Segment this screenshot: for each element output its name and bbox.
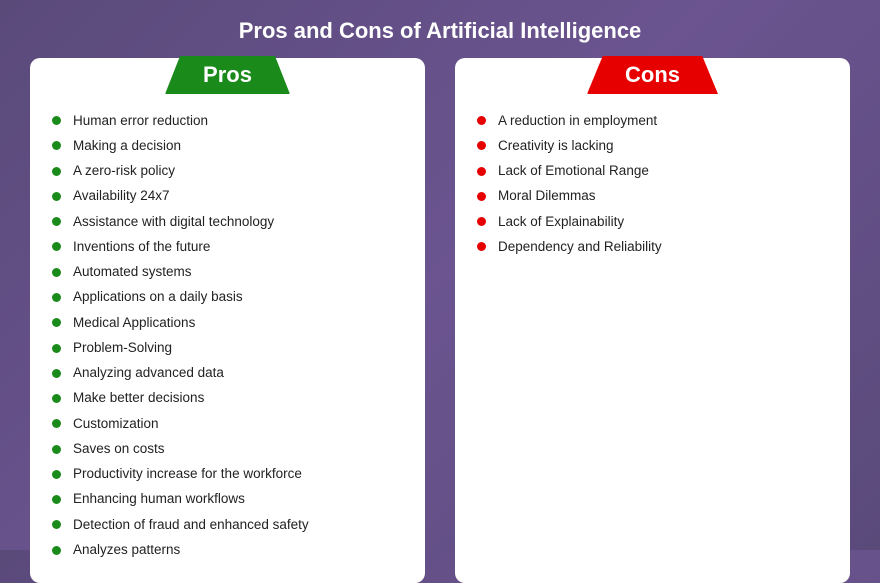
bullet-icon	[52, 520, 61, 529]
list-item: Problem-Solving	[52, 335, 403, 360]
list-item: Human error reduction	[52, 108, 403, 133]
list-item-text: Analyzes patterns	[73, 539, 180, 561]
pros-tab: Pros	[165, 56, 290, 94]
cons-tab: Cons	[587, 56, 718, 94]
list-item: Lack of Emotional Range	[477, 159, 828, 184]
list-item-text: Saves on costs	[73, 438, 165, 460]
list-item: A reduction in employment	[477, 108, 828, 133]
bullet-icon	[52, 268, 61, 277]
cons-card: Cons A reduction in employment Creativit…	[455, 58, 850, 583]
list-item-text: Automated systems	[73, 261, 192, 283]
pros-card: Pros Human error reduction Making a deci…	[30, 58, 425, 583]
list-item-text: Medical Applications	[73, 312, 195, 334]
list-item: Make better decisions	[52, 386, 403, 411]
list-item-text: Analyzing advanced data	[73, 362, 224, 384]
list-item: Productivity increase for the workforce	[52, 462, 403, 487]
bullet-icon	[52, 192, 61, 201]
bullet-icon	[52, 419, 61, 428]
list-item-text: Enhancing human workflows	[73, 488, 245, 510]
bullet-icon	[477, 167, 486, 176]
list-item: Availability 24x7	[52, 184, 403, 209]
list-item-text: Problem-Solving	[73, 337, 172, 359]
list-item-text: Inventions of the future	[73, 236, 210, 258]
list-item: Lack of Explainability	[477, 209, 828, 234]
list-item-text: A reduction in employment	[498, 110, 657, 132]
bullet-icon	[52, 470, 61, 479]
list-item: Inventions of the future	[52, 234, 403, 259]
bullet-icon	[477, 116, 486, 125]
bullet-icon	[52, 495, 61, 504]
bullet-icon	[52, 394, 61, 403]
list-item-text: Make better decisions	[73, 387, 204, 409]
list-item: Analyzing advanced data	[52, 361, 403, 386]
bullet-icon	[52, 141, 61, 150]
bullet-icon	[52, 318, 61, 327]
list-item: Applications on a daily basis	[52, 285, 403, 310]
bullet-icon	[477, 217, 486, 226]
list-item-text: Human error reduction	[73, 110, 208, 132]
list-item: Medical Applications	[52, 310, 403, 335]
pros-list: Human error reduction Making a decision …	[52, 108, 403, 563]
list-item-text: Moral Dilemmas	[498, 185, 596, 207]
cons-list: A reduction in employment Creativity is …	[477, 108, 828, 260]
list-item-text: Dependency and Reliability	[498, 236, 662, 258]
bullet-icon	[52, 369, 61, 378]
bullet-icon	[52, 242, 61, 251]
list-item: Dependency and Reliability	[477, 234, 828, 259]
list-item-text: A zero-risk policy	[73, 160, 175, 182]
bullet-icon	[52, 167, 61, 176]
list-item: Moral Dilemmas	[477, 184, 828, 209]
list-item-text: Lack of Emotional Range	[498, 160, 649, 182]
bullet-icon	[477, 141, 486, 150]
list-item: Analyzes patterns	[52, 538, 403, 563]
bullet-icon	[477, 192, 486, 201]
list-item-text: Availability 24x7	[73, 185, 170, 207]
bullet-icon	[52, 546, 61, 555]
cards-container: Pros Human error reduction Making a deci…	[0, 58, 880, 583]
list-item-text: Productivity increase for the workforce	[73, 463, 302, 485]
bullet-icon	[477, 242, 486, 251]
list-item-text: Applications on a daily basis	[73, 286, 243, 308]
list-item-text: Lack of Explainability	[498, 211, 624, 233]
page-title: Pros and Cons of Artificial Intelligence	[0, 0, 880, 58]
bullet-icon	[52, 344, 61, 353]
list-item: A zero-risk policy	[52, 159, 403, 184]
list-item: Automated systems	[52, 260, 403, 285]
list-item-text: Detection of fraud and enhanced safety	[73, 514, 309, 536]
list-item: Detection of fraud and enhanced safety	[52, 512, 403, 537]
list-item: Customization	[52, 411, 403, 436]
bullet-icon	[52, 293, 61, 302]
list-item: Making a decision	[52, 133, 403, 158]
list-item-text: Making a decision	[73, 135, 181, 157]
bullet-icon	[52, 445, 61, 454]
list-item-text: Assistance with digital technology	[73, 211, 274, 233]
bullet-icon	[52, 217, 61, 226]
list-item: Assistance with digital technology	[52, 209, 403, 234]
bullet-icon	[52, 116, 61, 125]
list-item: Creativity is lacking	[477, 133, 828, 158]
list-item-text: Creativity is lacking	[498, 135, 614, 157]
list-item: Saves on costs	[52, 436, 403, 461]
list-item: Enhancing human workflows	[52, 487, 403, 512]
list-item-text: Customization	[73, 413, 159, 435]
